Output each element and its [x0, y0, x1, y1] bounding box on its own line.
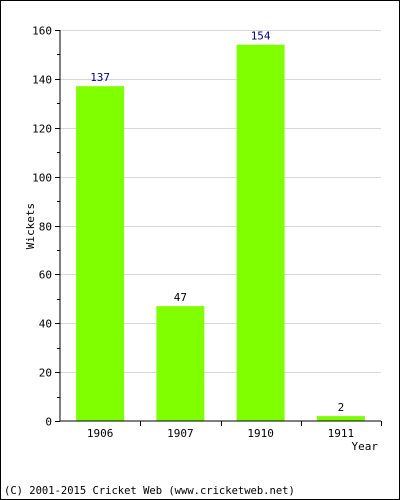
bar: [236, 44, 285, 421]
y-tick-label: 140: [32, 74, 52, 87]
x-tick-labels: 1906 1907 1910 1911: [87, 427, 354, 440]
y-tick-label: 80: [39, 221, 52, 234]
value-label: 47: [174, 291, 187, 304]
y-tick-label: 20: [39, 367, 52, 380]
copyright-text: (C) 2001-2015 Cricket Web (www.cricketwe…: [4, 485, 295, 497]
y-tick-label: 120: [32, 123, 52, 136]
x-tick-label: 1907: [167, 427, 194, 440]
x-tick-label: 1906: [87, 427, 114, 440]
y-tick-label: 100: [32, 172, 52, 185]
bar: [316, 416, 365, 421]
x-axis-label: Year: [352, 440, 379, 453]
y-tick-label: 160: [32, 25, 52, 38]
y-tick-labels: 0 20 40 60 80 100 120 140 160: [32, 25, 52, 429]
value-label: 2: [338, 401, 345, 414]
bar: [76, 86, 125, 422]
y-axis-label: Wickets: [24, 203, 37, 249]
bar: [156, 306, 205, 421]
y-tick-label: 0: [45, 416, 52, 429]
x-tick-label: 1911: [328, 427, 355, 440]
bars: [76, 44, 365, 422]
value-label: 137: [90, 71, 110, 84]
x-tick-label: 1910: [247, 427, 274, 440]
value-labels: 137 47 154 2: [90, 30, 344, 414]
y-tick-label: 60: [39, 269, 52, 282]
value-label: 154: [251, 30, 271, 43]
axes: [55, 30, 382, 426]
y-tick-label: 40: [39, 318, 52, 331]
